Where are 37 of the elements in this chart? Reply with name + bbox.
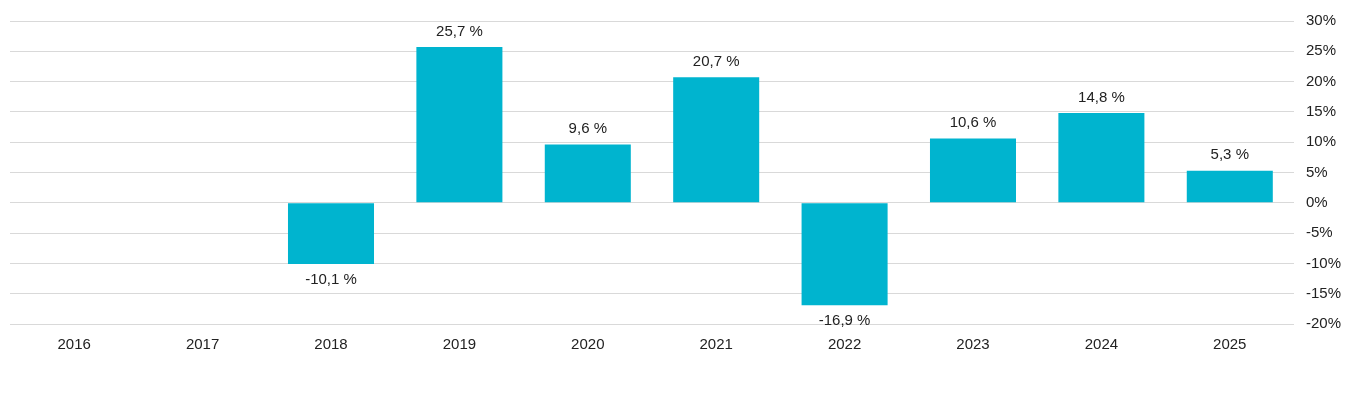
x-tick-label: 2016 xyxy=(57,335,91,353)
bar xyxy=(929,138,1016,203)
data-label: 5,3 % xyxy=(1210,145,1249,163)
y-tick-label: 30% xyxy=(1305,11,1337,29)
x-tick-label: 2025 xyxy=(1213,335,1247,353)
y-tick-label: 10% xyxy=(1305,132,1337,150)
y-tick-label: 15% xyxy=(1305,102,1337,120)
y-tick-label: -5% xyxy=(1305,223,1333,241)
bar xyxy=(416,47,503,203)
x-tick-label: 2018 xyxy=(314,335,348,353)
bar xyxy=(673,77,760,203)
y-tick-label: -20% xyxy=(1305,314,1342,332)
bar xyxy=(1058,113,1145,203)
y-tick-label: -15% xyxy=(1305,283,1342,301)
data-label: 14,8 % xyxy=(1078,87,1125,105)
bar xyxy=(1186,170,1273,203)
x-tick-label: 2023 xyxy=(956,335,990,353)
bar xyxy=(801,203,888,306)
bar xyxy=(544,144,631,203)
data-label: 25,7 % xyxy=(436,21,483,39)
x-tick-label: 2019 xyxy=(442,335,477,353)
data-label: 10,6 % xyxy=(949,113,997,131)
x-tick-label: 2022 xyxy=(827,335,862,353)
y-tick-label: 25% xyxy=(1305,41,1337,59)
y-tick-label: 20% xyxy=(1305,71,1337,89)
data-label: 20,7 % xyxy=(692,52,740,69)
data-label: 9,6 % xyxy=(568,119,607,137)
y-tick-label: 0% xyxy=(1305,192,1328,210)
x-tick-label: 2020 xyxy=(571,335,605,353)
y-tick-label: 5% xyxy=(1305,162,1328,180)
x-tick-label: 2024 xyxy=(1084,335,1119,353)
bar xyxy=(287,203,375,265)
y-tick-label: -10% xyxy=(1305,253,1342,271)
data-label: -10,1 % xyxy=(305,269,357,287)
x-tick-label: 2017 xyxy=(185,335,220,353)
data-label: -16,9 % xyxy=(818,310,871,328)
x-tick-label: 2021 xyxy=(699,335,733,353)
